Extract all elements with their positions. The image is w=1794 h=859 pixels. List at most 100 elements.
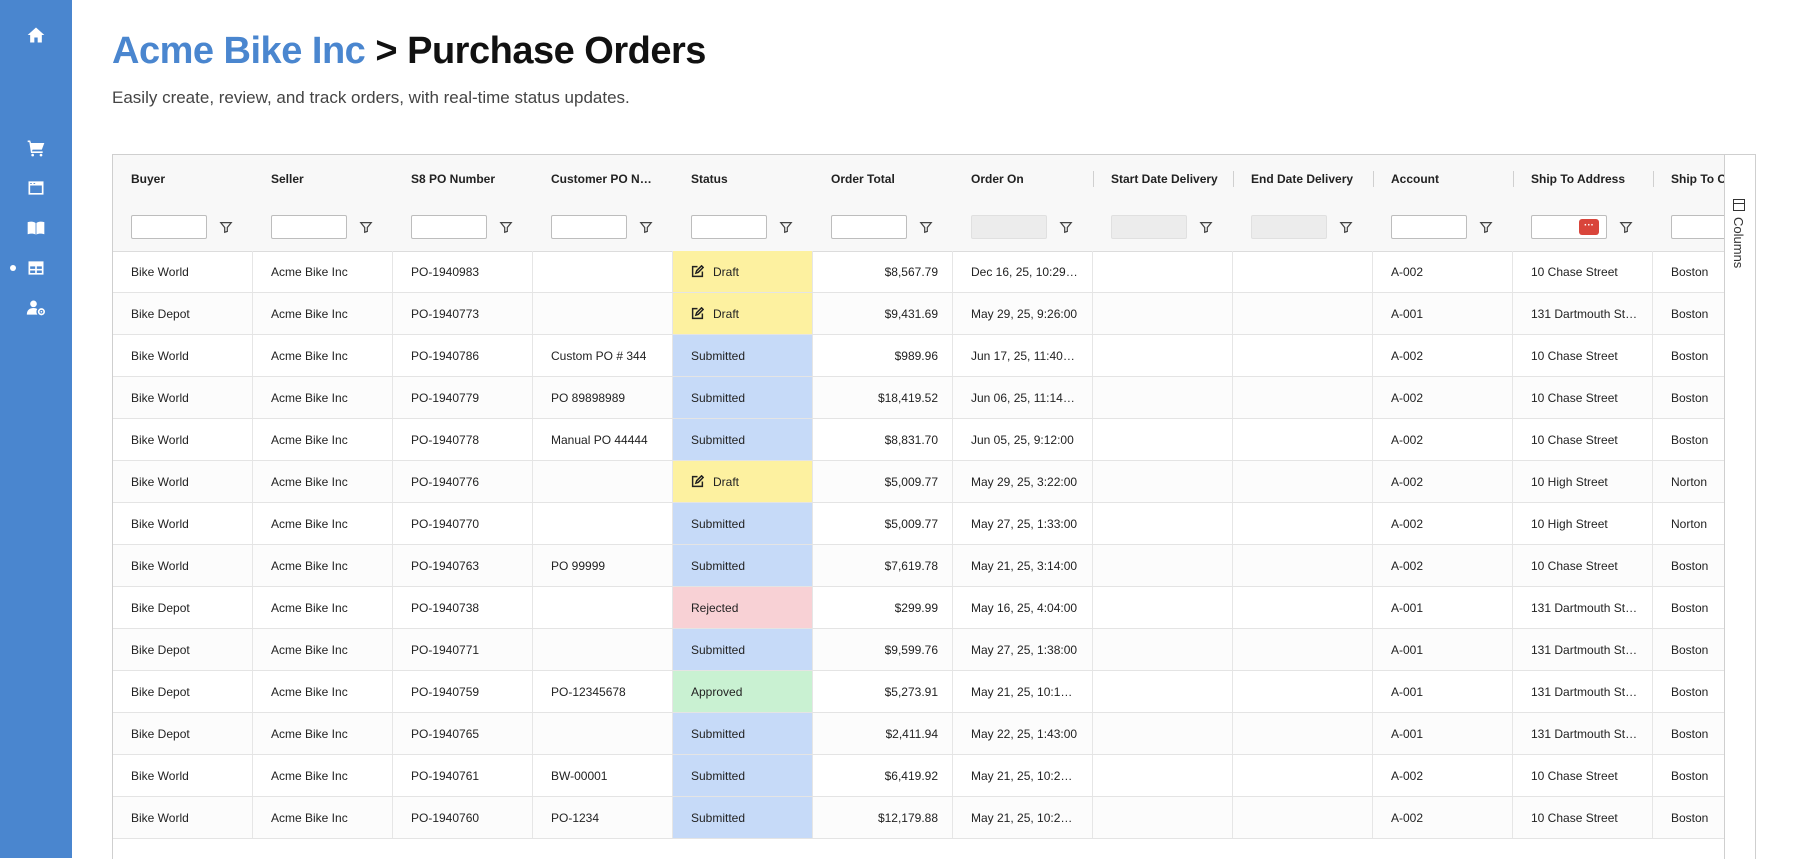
cell-s8po: PO-1940765: [393, 713, 533, 754]
filter-funnel-icon[interactable]: [779, 220, 793, 234]
table-row[interactable]: Bike World Acme Bike Inc PO-1940776 Draft $5…: [113, 461, 1725, 503]
cell-text: 131 Dartmouth Street: [1531, 642, 1638, 657]
cell-text: 10 Chase Street: [1531, 348, 1618, 363]
cell-text: $12,179.88: [877, 810, 938, 825]
table-row[interactable]: Bike World Acme Bike Inc PO-1940770 Submitt…: [113, 503, 1725, 545]
filter-input-custpo[interactable]: [551, 215, 627, 239]
table-row[interactable]: Bike Depot Acme Bike Inc PO-1940771 Submitt…: [113, 629, 1725, 671]
cell-seller: Acme Bike Inc: [253, 713, 393, 754]
table-row[interactable]: Bike World Acme Bike Inc PO-1940763 PO 9999…: [113, 545, 1725, 587]
user-gear-icon[interactable]: [24, 296, 48, 320]
cell-s8po: PO-1940773: [393, 293, 533, 334]
breadcrumb-separator: >: [375, 30, 398, 72]
cell-text: May 29, 25, 9:26:00: [971, 306, 1078, 321]
status-badge: Approved: [673, 671, 813, 712]
cell-text: PO-1940778: [411, 432, 480, 447]
table-row[interactable]: Bike World Acme Bike Inc PO-1940786 Custom …: [113, 335, 1725, 377]
cell-text: BW-00001: [551, 768, 608, 783]
filter-input-enddate[interactable]: [1251, 215, 1327, 239]
cell-shipaddr: 10 Chase Street: [1513, 755, 1653, 796]
filter-funnel-icon[interactable]: [1199, 220, 1213, 234]
cart-icon[interactable]: [24, 136, 48, 160]
cell-shipaddr: 10 Chase Street: [1513, 545, 1653, 586]
column-header-startdate[interactable]: Start Date Delivery: [1093, 155, 1233, 203]
column-resize-handle[interactable]: [1093, 171, 1094, 187]
table-row[interactable]: Bike World Acme Bike Inc PO-1940779 PO 8989…: [113, 377, 1725, 419]
status-badge: Draft: [673, 251, 813, 292]
filter-input-total[interactable]: [831, 215, 907, 239]
cell-text: Acme Bike Inc: [271, 600, 348, 615]
column-header-s8po[interactable]: S8 PO Number: [393, 155, 533, 203]
breadcrumb-brand-link[interactable]: Acme Bike Inc: [112, 30, 366, 72]
cell-s8po: PO-1940776: [393, 461, 533, 502]
column-header-label: End Date Delivery: [1251, 172, 1354, 186]
status-badge: Submitted: [673, 377, 813, 418]
filter-input-account[interactable]: [1391, 215, 1467, 239]
column-header-status[interactable]: Status: [673, 155, 813, 203]
cell-orderon: May 29, 25, 9:26:00: [953, 293, 1093, 334]
cell-text: Dec 16, 25, 10:29:00: [971, 264, 1078, 279]
cell-enddate: [1233, 377, 1373, 418]
cell-buyer: Bike Depot: [113, 713, 253, 754]
column-header-shipcity[interactable]: Ship To City: [1653, 155, 1725, 203]
columns-panel-button[interactable]: Columns: [1731, 199, 1746, 268]
filter-funnel-icon[interactable]: [1059, 220, 1073, 234]
table-row[interactable]: Bike Depot Acme Bike Inc PO-1940765 Submitt…: [113, 713, 1725, 755]
filter-input-buyer[interactable]: [131, 215, 207, 239]
cell-text: Bike World: [131, 516, 189, 531]
edit-icon[interactable]: [691, 474, 705, 488]
table-icon[interactable]: [24, 256, 48, 280]
cell-text: Submitted: [691, 432, 746, 447]
table-row[interactable]: Bike World Acme Bike Inc PO-1940778 Manual …: [113, 419, 1725, 461]
filter-input-wrapper: [1671, 215, 1725, 239]
filter-funnel-icon[interactable]: [1619, 220, 1633, 234]
filter-input-status[interactable]: [691, 215, 767, 239]
column-header-buyer[interactable]: Buyer: [113, 155, 253, 203]
window-icon[interactable]: [24, 176, 48, 200]
column-header-seller[interactable]: Seller: [253, 155, 393, 203]
filter-input-seller[interactable]: [271, 215, 347, 239]
column-header-label: Ship To City: [1671, 172, 1725, 186]
column-header-shipaddr[interactable]: Ship To Address: [1513, 155, 1653, 203]
cell-seller: Acme Bike Inc: [253, 335, 393, 376]
filter-funnel-icon[interactable]: [919, 220, 933, 234]
filter-funnel-icon[interactable]: [499, 220, 513, 234]
column-header-orderon[interactable]: Order On: [953, 155, 1093, 203]
column-resize-handle[interactable]: [1513, 171, 1514, 187]
column-resize-handle[interactable]: [1373, 171, 1374, 187]
cell-startdate: [1093, 629, 1233, 670]
more-options-icon[interactable]: ···: [1579, 219, 1599, 235]
column-header-custpo[interactable]: Customer PO Number: [533, 155, 673, 203]
column-resize-handle[interactable]: [1653, 171, 1654, 187]
filter-funnel-icon[interactable]: [219, 220, 233, 234]
table-row[interactable]: Bike World Acme Bike Inc PO-1940761 BW-0000…: [113, 755, 1725, 797]
column-resize-handle[interactable]: [1233, 171, 1234, 187]
filter-input-orderon[interactable]: [971, 215, 1047, 239]
filter-input-s8po[interactable]: [411, 215, 487, 239]
filter-funnel-icon[interactable]: [359, 220, 373, 234]
cell-seller: Acme Bike Inc: [253, 755, 393, 796]
table-row[interactable]: Bike World Acme Bike Inc PO-1940983 Draft $8…: [113, 251, 1725, 293]
book-icon[interactable]: [24, 216, 48, 240]
table-row[interactable]: Bike Depot Acme Bike Inc PO-1940773 Draft $9…: [113, 293, 1725, 335]
filter-input-wrapper: [551, 215, 627, 239]
edit-icon[interactable]: [691, 264, 705, 278]
cell-seller: Acme Bike Inc: [253, 503, 393, 544]
home-icon[interactable]: [24, 23, 48, 47]
cell-text: $7,619.78: [884, 558, 938, 573]
filter-input-startdate[interactable]: [1111, 215, 1187, 239]
table-row[interactable]: Bike Depot Acme Bike Inc PO-1940738 Rejecte…: [113, 587, 1725, 629]
cell-orderon: May 21, 25, 10:22:00: [953, 797, 1093, 838]
filter-funnel-icon[interactable]: [1479, 220, 1493, 234]
column-header-enddate[interactable]: End Date Delivery: [1233, 155, 1373, 203]
status-badge: Submitted: [673, 797, 813, 838]
cell-text: A-001: [1391, 642, 1424, 657]
filter-funnel-icon[interactable]: [639, 220, 653, 234]
column-header-account[interactable]: Account: [1373, 155, 1513, 203]
table-row[interactable]: Bike World Acme Bike Inc PO-1940760 PO-1234…: [113, 797, 1725, 839]
edit-icon[interactable]: [691, 306, 705, 320]
filter-input-shipcity[interactable]: [1671, 215, 1725, 239]
column-header-total[interactable]: Order Total: [813, 155, 953, 203]
table-row[interactable]: Bike Depot Acme Bike Inc PO-1940759 PO-1234…: [113, 671, 1725, 713]
filter-funnel-icon[interactable]: [1339, 220, 1353, 234]
